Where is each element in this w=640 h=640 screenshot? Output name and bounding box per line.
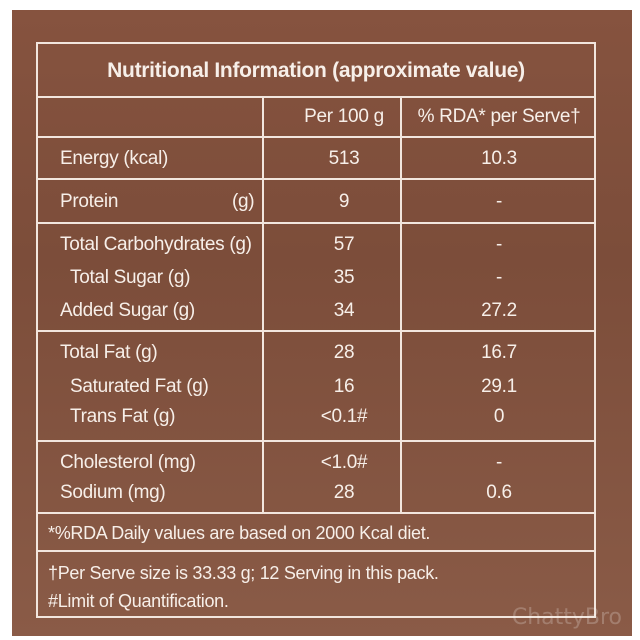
column-divider [400, 96, 402, 512]
row-unit-protein: (g) [232, 191, 255, 212]
footnote-serve-size: †Per Serve size is 33.33 g; 12 Serving i… [48, 563, 439, 583]
row-label-energy: Energy (kcal) [60, 148, 169, 169]
row-label-cholesterol: Cholesterol (mg) [60, 452, 196, 473]
rule [38, 550, 594, 552]
row-rda-cholesterol: - [495, 452, 503, 473]
row-value-saturated-fat: 16 [333, 376, 355, 397]
row-rda-total-carbohydrates: - [495, 234, 503, 255]
rule [38, 178, 594, 180]
row-label-total-sugar: Total Sugar (g) [70, 267, 191, 288]
rule [38, 96, 594, 98]
row-rda-trans-fat: 0 [493, 406, 505, 427]
row-rda-added-sugar: 27.2 [481, 300, 517, 321]
row-rda-energy: 10.3 [481, 148, 517, 169]
row-value-total-fat: 28 [333, 342, 355, 363]
footnote-rda: *%RDA Daily values are based on 2000 Kca… [48, 523, 431, 543]
row-rda-sodium: 0.6 [486, 482, 512, 503]
row-value-energy: 513 [328, 148, 360, 169]
row-value-total-sugar: 35 [333, 267, 355, 288]
footnote-limit-of-quantification: #Limit of Quantification. [48, 591, 229, 611]
row-label-protein: Protein [60, 191, 119, 212]
row-rda-saturated-fat: 29.1 [481, 376, 517, 397]
row-label-total-fat: Total Fat (g) [60, 342, 158, 363]
label-panel [12, 10, 632, 636]
row-value-added-sugar: 34 [333, 300, 355, 321]
header-rda-per-serve: % RDA* per Serve† [417, 106, 581, 127]
row-label-saturated-fat: Saturated Fat (g) [70, 376, 209, 397]
row-label-trans-fat: Trans Fat (g) [70, 406, 176, 427]
row-label-total-carbohydrates: Total Carbohydrates (g) [60, 234, 252, 255]
header-per-100g: Per 100 g [304, 106, 384, 127]
row-label-sodium: Sodium (mg) [60, 482, 166, 503]
row-rda-protein: - [495, 191, 503, 212]
rule [38, 512, 594, 514]
row-value-trans-fat: <0.1# [320, 406, 368, 427]
row-value-cholesterol: <1.0# [320, 452, 368, 473]
watermark: ChattyBro [511, 605, 622, 630]
rule [38, 440, 594, 442]
row-value-sodium: 28 [333, 482, 355, 503]
row-rda-total-sugar: - [495, 267, 503, 288]
row-label-added-sugar: Added Sugar (g) [60, 300, 195, 321]
row-value-protein: 9 [338, 191, 350, 212]
rule [38, 222, 594, 224]
row-value-total-carbohydrates: 57 [333, 234, 355, 255]
row-rda-total-fat: 16.7 [481, 342, 517, 363]
rule [38, 136, 594, 138]
rule [38, 330, 594, 332]
table-title: Nutritional Information (approximate val… [107, 59, 525, 82]
column-divider [262, 96, 264, 512]
nutrition-table: Nutritional Information (approximate val… [36, 42, 596, 618]
